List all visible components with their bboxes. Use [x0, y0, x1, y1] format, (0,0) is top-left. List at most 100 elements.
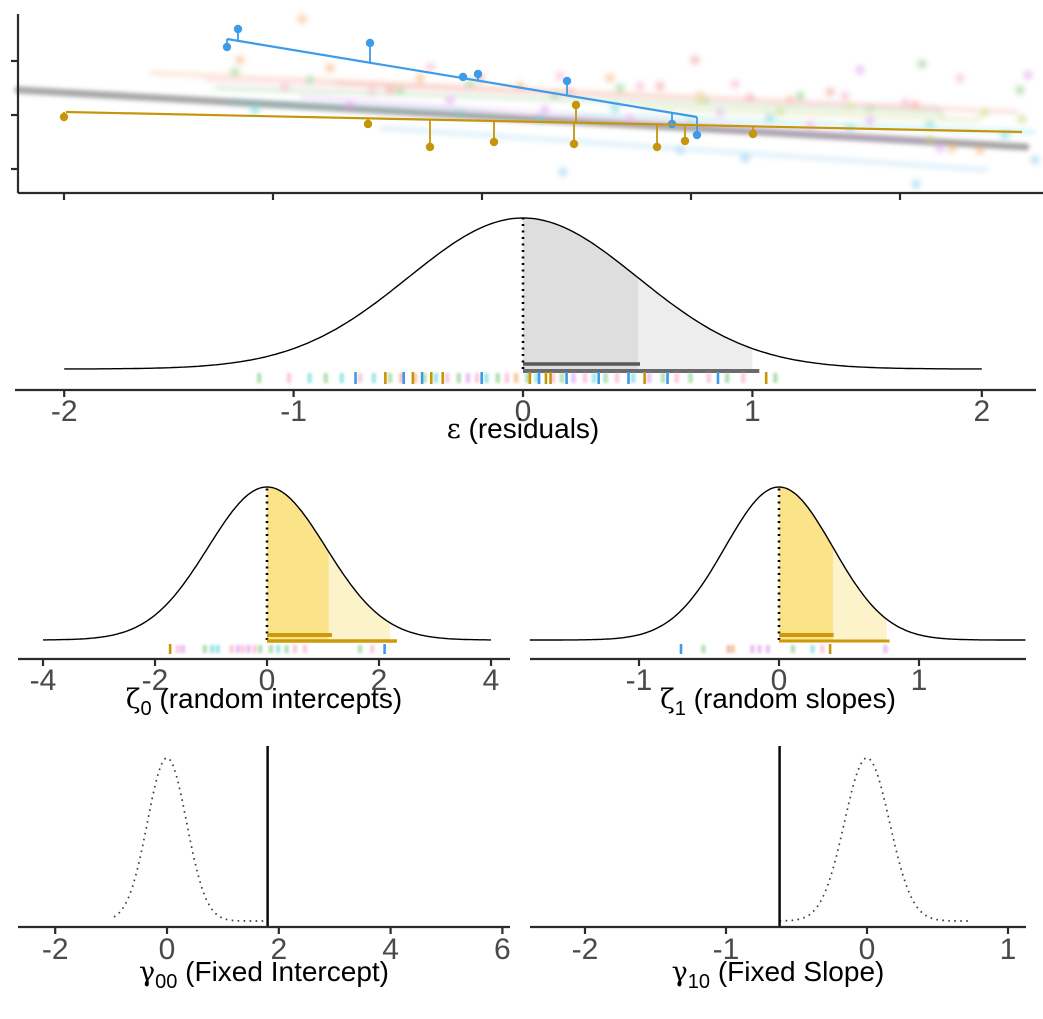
data-point [365, 38, 375, 48]
data-point [59, 112, 69, 122]
data-point [233, 24, 243, 34]
x-tick-label: 2 [973, 395, 990, 428]
data-point [1017, 114, 1027, 124]
data-point [425, 62, 435, 72]
x-axis-label: ε (residuals) [447, 413, 599, 445]
x-axis-label: γ10 (Fixed Slope) [672, 956, 885, 993]
axis-label-text: (random intercepts) [152, 683, 403, 714]
x-tick-label: -2 [142, 664, 169, 697]
x-tick-label: -1 [713, 933, 740, 966]
group-chartreuse [639, 95, 1027, 145]
x-axis-label: ζ0 (random intercepts) [126, 683, 402, 720]
gamma10-fixed-slope-panel: -2 -1 0 1 γ10 (Fixed Slope) [530, 746, 1026, 993]
gamma00-fixed-intercept-panel: -2 0 2 4 6 γ00 (Fixed Intercept) [18, 746, 511, 993]
rug-faded [256, 373, 778, 383]
x-axis: -2 -1 0 1 [530, 925, 1026, 966]
data-point [458, 72, 468, 82]
x-tick-label: 0 [259, 664, 276, 697]
sd-bands [779, 487, 887, 640]
group-salmon [334, 55, 1019, 114]
focus-group-gold [59, 100, 1023, 152]
data-point [795, 91, 805, 101]
axis-label-text: (Fixed Slope) [710, 956, 884, 987]
x-axis: -2 -1 0 1 2 [15, 388, 1036, 428]
data-point [345, 100, 355, 110]
data-point [675, 145, 685, 155]
data-point [571, 100, 581, 110]
x-tick-label: -2 [51, 395, 78, 428]
rug-vivid [354, 372, 768, 384]
data-point [325, 63, 335, 73]
data-point [540, 105, 550, 115]
data-point [615, 83, 625, 93]
data-point [775, 107, 785, 117]
data-point [1030, 155, 1040, 165]
data-point [910, 100, 920, 110]
x-tick-label: -1 [280, 395, 307, 428]
x-axis-label: ζ1 (random slopes) [660, 683, 896, 720]
data-point [250, 105, 260, 115]
x-tick-label: 1 [1000, 933, 1017, 966]
data-point [730, 79, 740, 89]
axis-label-symbol: ζ [660, 684, 675, 715]
x-tick-label: 6 [494, 933, 511, 966]
group-fit-line [334, 81, 1019, 114]
data-point [695, 95, 705, 105]
data-point [925, 120, 935, 130]
data-point [1015, 85, 1025, 95]
data-point [558, 167, 568, 177]
data-point [473, 69, 483, 79]
data-point [395, 85, 405, 95]
density-curve [64, 217, 982, 370]
axis-label-text: (residuals) [461, 413, 599, 444]
epsilon-residuals-panel: -2 -1 0 1 2 ε (residuals) [15, 217, 1036, 445]
data-point [825, 87, 835, 97]
data-point [900, 98, 910, 108]
axis-label-symbol: γ [672, 957, 688, 988]
axis-label-symbol: γ [139, 957, 155, 988]
x-tick-label: -1 [626, 664, 653, 697]
data-point [455, 107, 465, 117]
data-point [222, 42, 232, 52]
sd-band [523, 218, 638, 369]
sd-band [779, 487, 833, 640]
x-axis: -4 -2 0 2 4 [18, 657, 510, 697]
data-point [745, 93, 755, 103]
group-sky [379, 126, 1040, 189]
sampling-distribution-curve [779, 757, 969, 922]
data-point [655, 81, 665, 91]
rug-faded [175, 645, 375, 653]
axis-label-text: (random slopes) [686, 683, 896, 714]
x-tick-label: 4 [382, 933, 399, 966]
data-point [980, 107, 990, 117]
data-point [855, 65, 865, 75]
data-point [425, 142, 435, 152]
data-point [555, 71, 565, 81]
data-point [955, 73, 965, 83]
x-tick-label: 0 [159, 933, 176, 966]
data-point [740, 153, 750, 163]
x-axis: -1 0 1 [530, 657, 1026, 697]
group-fit-line [65, 110, 1023, 134]
axis-label-symbol: ε [447, 414, 461, 445]
x-tick-label: 0 [859, 933, 876, 966]
background-groups [149, 14, 1040, 189]
zeta1-random-slopes-panel: -1 0 1ζ1 (random slopes) [529, 486, 1026, 720]
x-tick-label: 2 [371, 664, 388, 697]
data-point [305, 75, 315, 85]
data-point [840, 91, 850, 101]
data-point [935, 143, 945, 153]
zeta0-random-intercepts-panel: -4 -2 0 2 4ζ0 (random intercepts) [18, 486, 510, 720]
x-tick-label: -2 [572, 933, 599, 966]
sd-bands [523, 218, 753, 369]
data-point [297, 14, 307, 24]
group-fit-line [214, 86, 947, 121]
rug-vivid [679, 644, 832, 654]
rug-vivid [168, 644, 386, 654]
data-point [765, 113, 775, 123]
spaghetti-scatter-panel [11, 14, 1043, 200]
data-point [845, 101, 855, 111]
data-point [911, 179, 921, 189]
